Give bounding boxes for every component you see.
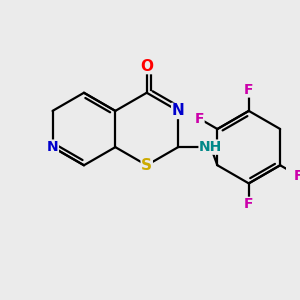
Text: NH: NH (199, 140, 222, 154)
Text: F: F (194, 112, 204, 125)
Text: F: F (244, 197, 254, 212)
Text: N: N (172, 103, 184, 118)
Text: S: S (141, 158, 152, 173)
Text: N: N (47, 140, 58, 154)
Text: O: O (140, 58, 153, 74)
Text: F: F (244, 83, 254, 97)
Text: F: F (294, 169, 300, 183)
